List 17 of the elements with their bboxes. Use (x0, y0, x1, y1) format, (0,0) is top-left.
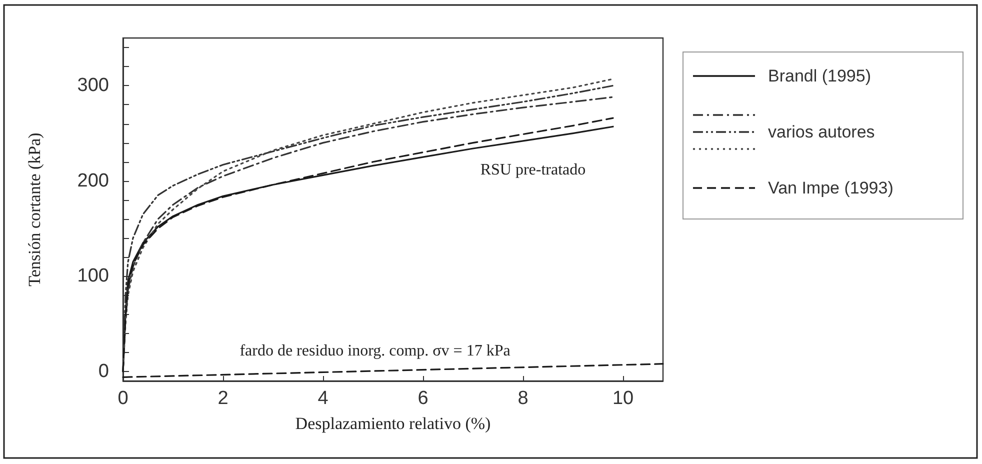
x-tick-label: 4 (318, 388, 329, 409)
y-axis-title: Tensión cortante (kPa) (25, 132, 44, 286)
y-tick-label: 200 (77, 170, 109, 192)
legend-label: Van Impe (1993) (768, 178, 894, 198)
legend-label: varios autores (768, 122, 875, 142)
annotation: fardo de residuo inorg. comp. σv = 17 kPa (240, 342, 510, 360)
y-tick-label: 0 (98, 360, 109, 382)
annotation: RSU pre-tratado (480, 162, 586, 178)
x-tick-label: 8 (518, 388, 528, 409)
x-tick-label: 2 (218, 388, 228, 409)
x-tick-label: 10 (612, 388, 634, 409)
x-axis-title: Desplazamiento relativo (%) (295, 414, 491, 433)
y-tick-label: 300 (77, 75, 109, 96)
legend-label: Brandl (1995) (768, 66, 872, 86)
x-tick-label: 6 (418, 388, 428, 409)
x-tick-label: 0 (118, 388, 128, 409)
y-tick-label: 100 (77, 266, 109, 287)
